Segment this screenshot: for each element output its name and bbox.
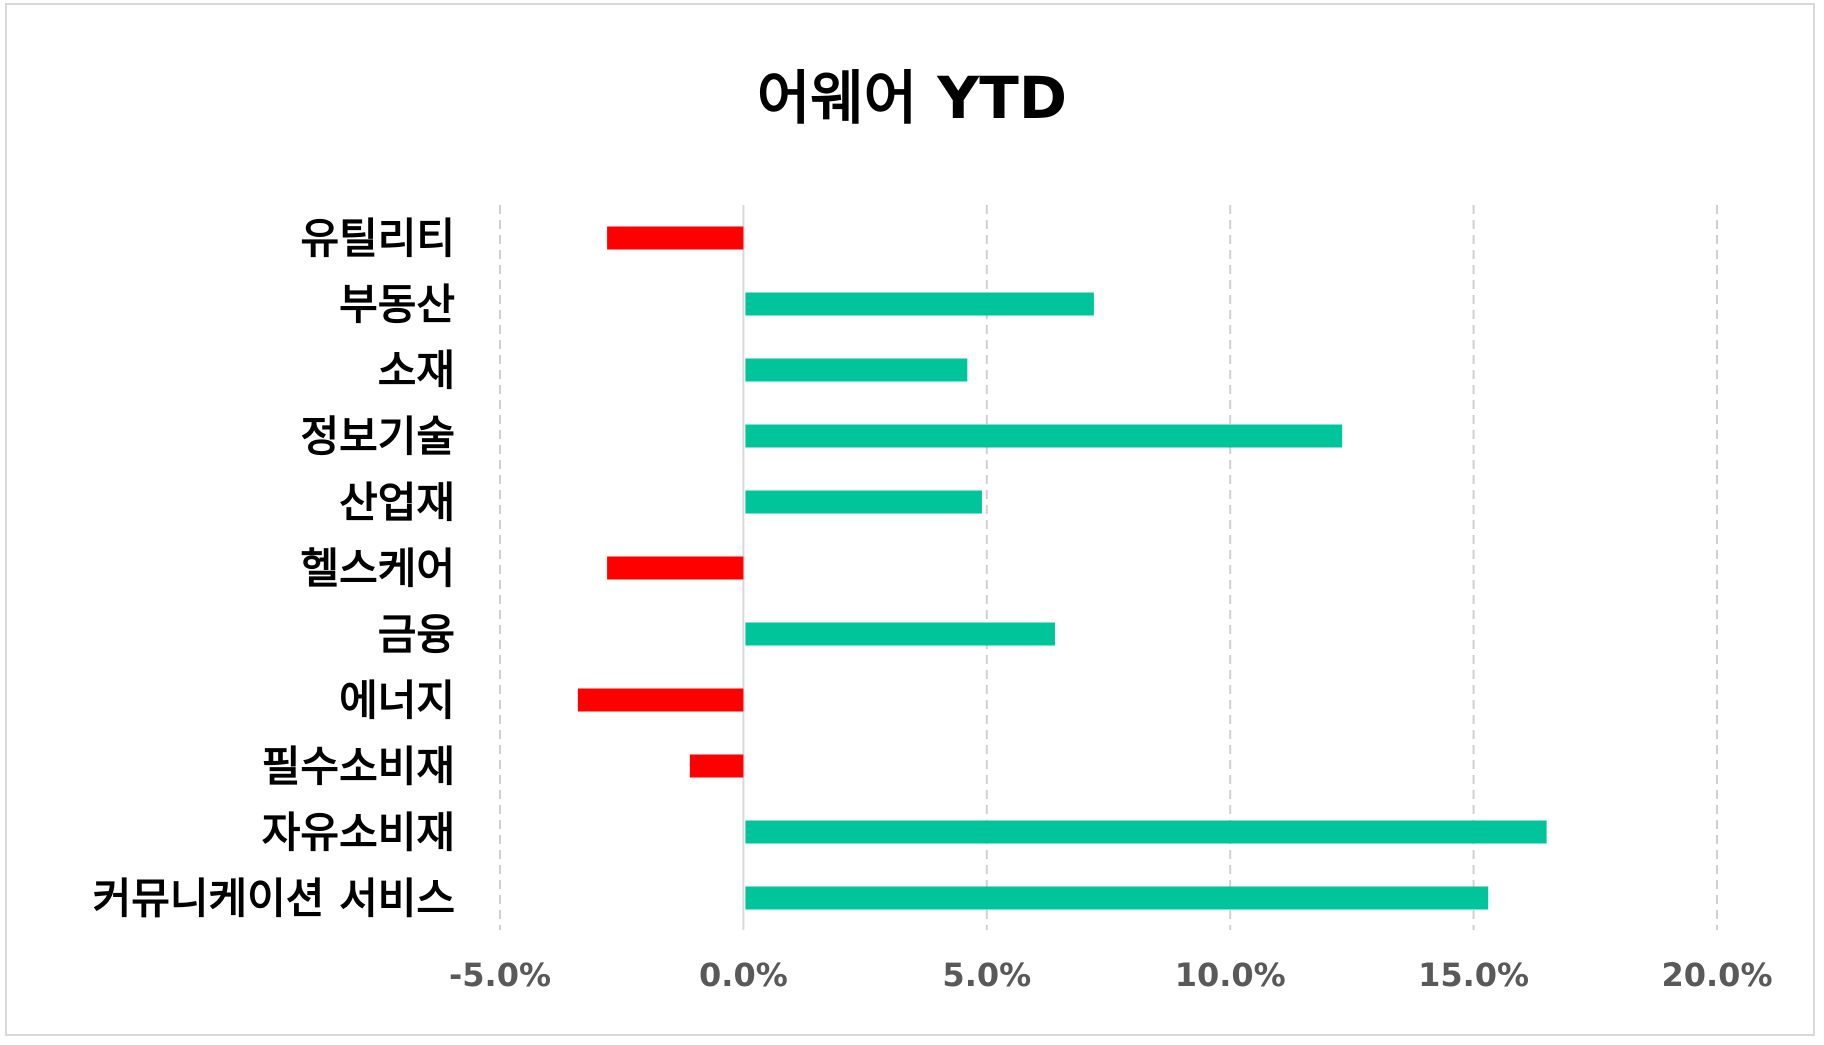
x-tick-label-5: 20.0% xyxy=(1661,956,1772,994)
category-label-5: 헬스케어 xyxy=(300,544,455,593)
bar-10 xyxy=(745,886,1489,910)
category-label-7: 에너지 xyxy=(339,676,455,725)
category-label-10: 커뮤니케이션 서비스 xyxy=(93,874,455,923)
bar-2 xyxy=(745,358,968,382)
category-label-0: 유틸리티 xyxy=(300,214,455,263)
x-tick-label-2: 5.0% xyxy=(942,956,1031,994)
x-tick-label-4: 15.0% xyxy=(1418,956,1529,994)
bar-5 xyxy=(607,556,744,580)
bar-6 xyxy=(745,622,1055,646)
bars xyxy=(577,226,1547,910)
category-label-1: 부동산 xyxy=(339,280,455,329)
x-tick-label-1: 0.0% xyxy=(699,956,788,994)
category-label-2: 소재 xyxy=(378,346,455,395)
category-label-8: 필수소비재 xyxy=(262,742,455,791)
bar-0 xyxy=(607,226,744,250)
x-tick-label-0: -5.0% xyxy=(449,956,551,994)
bar-8 xyxy=(689,754,744,778)
bar-9 xyxy=(745,820,1547,844)
chart-title: 어웨어 YTD xyxy=(757,64,1067,132)
bar-7 xyxy=(577,688,744,712)
bar-4 xyxy=(745,490,982,514)
x-tick-labels: -5.0% 0.0% 5.0% 10.0% 15.0% 20.0% xyxy=(449,956,1773,994)
category-label-3: 정보기술 xyxy=(300,412,455,461)
category-labels: 유틸리티부동산소재정보기술산업재헬스케어금융에너지필수소비재자유소비재커뮤니케이… xyxy=(93,214,455,923)
category-label-6: 금융 xyxy=(378,610,455,659)
chart-frame xyxy=(5,3,1815,1036)
grid-lines xyxy=(499,205,1718,930)
bar-1 xyxy=(745,292,1094,316)
category-label-4: 산업재 xyxy=(339,478,455,527)
x-tick-label-3: 10.0% xyxy=(1175,956,1286,994)
bar-3 xyxy=(745,424,1343,448)
category-label-9: 자유소비재 xyxy=(262,808,455,857)
